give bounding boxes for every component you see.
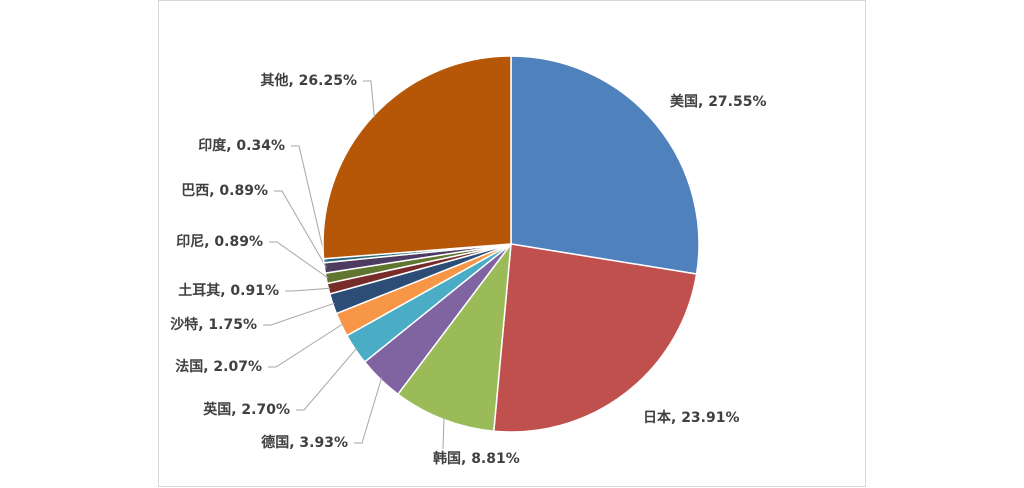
data-label: 其他, 26.25% <box>260 72 357 89</box>
leader-line <box>269 241 329 279</box>
pie-slice <box>322 55 512 260</box>
data-label: 巴西, 0.89% <box>181 183 268 199</box>
pie-slice <box>396 241 512 433</box>
data-label: 韩国, 8.81% <box>433 450 520 467</box>
data-label: 美国, 27.55% <box>670 93 767 110</box>
leader-line <box>442 417 445 450</box>
data-label: 日本, 23.91% <box>643 409 740 426</box>
leader-line <box>285 287 331 292</box>
data-label: 法国, 2.07% <box>175 358 262 375</box>
leader-line <box>291 145 327 261</box>
leader-line <box>274 190 327 268</box>
data-label: 英国, 2.70% <box>202 401 290 418</box>
leader-line <box>354 377 383 444</box>
data-label: 印尼, 0.89% <box>176 233 263 250</box>
pie-slice <box>492 243 698 433</box>
data-label: 德国, 3.93% <box>261 434 348 451</box>
data-label: 土耳其, 0.91% <box>178 282 279 299</box>
pie-slice <box>510 55 700 275</box>
leader-line <box>363 80 375 118</box>
leader-line <box>268 323 344 368</box>
data-label: 印度, 0.34% <box>198 137 285 154</box>
leader-line <box>263 302 335 326</box>
data-label: 沙特, 1.75% <box>170 316 257 333</box>
leader-line <box>296 347 358 411</box>
